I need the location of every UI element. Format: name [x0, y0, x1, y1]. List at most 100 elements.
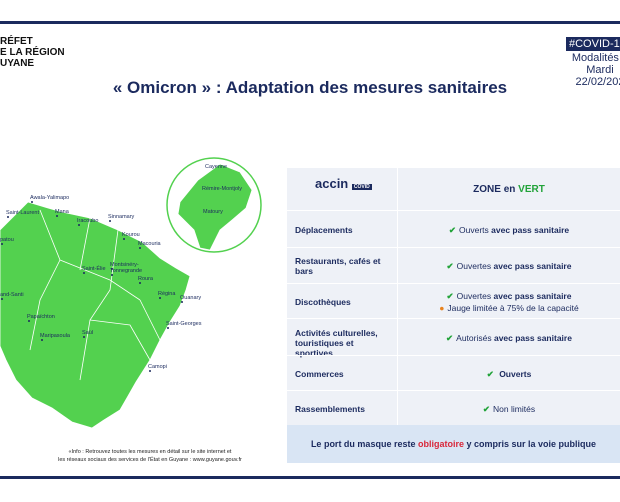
column-divider: [397, 168, 398, 425]
info-footer: «Info : Retrouvez toutes les mesures en …: [40, 448, 260, 464]
city-dot: [1, 243, 3, 245]
table-row: Activités culturelles, touristiques et s…: [287, 318, 620, 358]
logo-text: accin: [315, 176, 349, 191]
city-label: Mana: [55, 209, 70, 215]
value-text: Ouverts: [459, 224, 489, 235]
city-dot: [83, 336, 85, 338]
row-label: Restaurants, cafés et bars: [295, 256, 381, 276]
value-line: ✔ Non limités: [398, 403, 620, 415]
city-dot: [167, 327, 169, 329]
map: Awala-Yalimapo Mana Saint-Laurent patou Irac…: [0, 157, 262, 429]
value-bold: Ouverts: [499, 368, 532, 379]
city-label: patou: [0, 237, 14, 243]
city-dot: [78, 224, 80, 226]
zone-prefix: ZONE en: [473, 184, 516, 195]
borders: [29, 209, 161, 381]
city-label: and-Santi: [0, 292, 24, 298]
city-dot: [149, 370, 151, 372]
note-line: Mardi: [586, 64, 614, 76]
logo-line: UYANE: [0, 58, 35, 69]
table-row: Commerces ✔ Ouverts: [287, 355, 620, 391]
city-dot: [56, 215, 58, 217]
city-dot: [181, 301, 183, 303]
value-line: ● Jauge limitée à 75% de la capacité: [398, 302, 620, 314]
city-label: Saint-Élie: [82, 265, 106, 272]
value-line: ✔ Ouvertes avec pass sanitaire: [398, 260, 620, 272]
city-dot: [159, 297, 161, 299]
info-line: les réseaux sociaux des services de l'Ét…: [58, 457, 242, 463]
value-line: ✔ Ouverts: [398, 368, 620, 380]
row-value: ✔ Autorisés avec pass sanitaire: [398, 332, 620, 344]
info-line: «Info : Retrouvez toutes les mesures en …: [68, 449, 232, 455]
city-dot: [83, 272, 85, 274]
table-row: Restaurants, cafés et bars ✔ Ouvertes avec…: [287, 247, 620, 284]
check-icon: ✔: [482, 403, 491, 414]
city-label: Kourou: [122, 232, 140, 238]
value-line: ✔ Ouvertes avec pass sanitaire: [398, 290, 620, 302]
value-bold: avec pass sanitaire: [493, 332, 572, 343]
city-label: Ouanary: [180, 295, 201, 301]
city-dot: [31, 201, 33, 203]
city-label: Saül: [82, 330, 93, 336]
city-dot: [109, 220, 111, 222]
vaccine-logo: accin COVID: [315, 176, 372, 191]
city-label: Iracoubo: [77, 218, 98, 224]
city-dot: [139, 247, 141, 249]
city-label: Montsinéry-: [110, 262, 139, 268]
row-label: Déplacements: [295, 224, 353, 235]
row-value: ✔ Non limités: [398, 403, 620, 415]
footer-text: y compris sur la voie publique: [466, 439, 597, 449]
value-text: Non limités: [493, 403, 536, 414]
inset-city-label: Matoury: [203, 209, 223, 215]
top-rule: [0, 21, 620, 24]
table-footer: Le port du masque reste obligatoire y co…: [287, 425, 620, 463]
row-value: ✔ Ouverts avec pass sanitaire: [398, 224, 620, 236]
city-label: Camopi: [148, 364, 167, 370]
date-note: Modalités a Mardi 22/02/202: [560, 52, 620, 88]
logo-sub: COVID: [351, 184, 372, 190]
zone-color: VERT: [518, 184, 545, 195]
city-label: Saint-Laurent: [6, 210, 39, 216]
note-line: 22/02/202: [575, 76, 620, 88]
row-label: Discothèques: [295, 296, 351, 307]
value-bold: avec pass sanitaire: [493, 261, 572, 271]
warning-icon: ●: [439, 302, 445, 313]
check-icon: ✔: [446, 261, 454, 271]
bottom-rule: [0, 476, 620, 479]
city-dot: [7, 216, 9, 218]
value-line: ✔ Autorisés avec pass sanitaire: [398, 332, 620, 344]
city-label: Tonnegrande: [110, 268, 142, 274]
check-icon: ✔: [486, 368, 494, 379]
table-row: Déplacements ✔ Ouverts avec pass sanitaire: [287, 210, 620, 248]
value-text: Autorisés: [456, 332, 492, 343]
value-text: Jauge limitée à 75% de la capacité: [447, 302, 579, 313]
row-value: ✔ Ouvertes avec pass sanitaire: [398, 260, 620, 272]
city-dot: [123, 238, 125, 240]
table-row: Rassemblements ✔ Non limités: [287, 390, 620, 426]
title: « Omicron » : Adaptation des mesures san…: [112, 78, 508, 97]
city-dot: [111, 268, 113, 270]
check-icon: ✔: [448, 224, 456, 235]
value-text: Ouvertes: [456, 261, 492, 271]
city-label: Saint-Georges: [166, 321, 202, 327]
row-label: Rassemblements: [295, 403, 365, 414]
city-dot: [139, 282, 141, 284]
city-dot: [28, 320, 30, 322]
note-line: Modalités a: [571, 52, 620, 64]
covid-badge: #COVID-1: [566, 37, 620, 51]
inset-city-label: Cayenne: [205, 164, 227, 170]
city-label: Awala-Yalimapo: [30, 195, 69, 201]
table-row: Discothèques ✔ Ouvertes avec pass sanitair…: [287, 283, 620, 319]
row-value: ✔ Ouvertes avec pass sanitaire ● Jauge limi…: [398, 290, 620, 314]
city-label: Macouria: [138, 241, 162, 247]
value-line: ✔ Ouverts avec pass sanitaire: [398, 224, 620, 236]
city-dot: [41, 339, 43, 341]
prefecture-logo: RÉFET E LA RÉGION UYANE: [0, 36, 65, 69]
city-label: Papaïchton: [27, 314, 55, 320]
city-label: Maripasoula: [40, 333, 71, 339]
value-bold: avec pass sanitaire: [491, 224, 570, 235]
logo-line: RÉFET: [0, 36, 33, 47]
city-label: Roura: [138, 276, 154, 282]
city-dot: [1, 298, 3, 300]
city-label: Sinnamary: [108, 214, 135, 220]
